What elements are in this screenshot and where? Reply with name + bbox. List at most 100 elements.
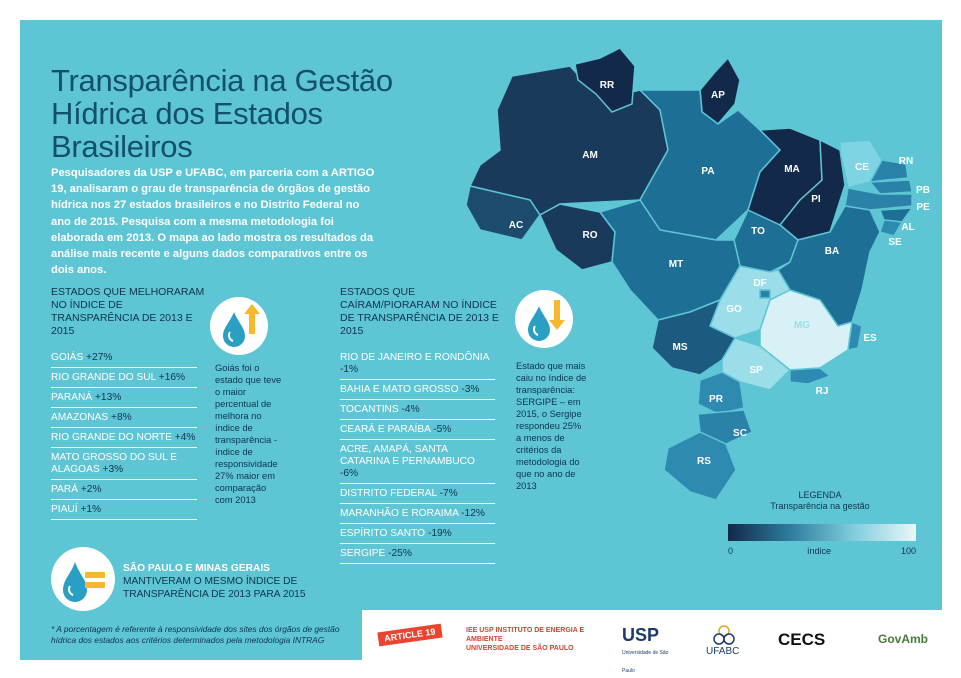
intro-text: Pesquisadores da USP e UFABC, em parceri… <box>51 167 375 277</box>
worsened-item-value: -6% <box>340 468 359 479</box>
improved-item-name: PIAUÍ <box>51 504 78 515</box>
water-drop-down-icon <box>528 300 565 341</box>
state-pr <box>697 371 745 415</box>
usp-mark: USP <box>622 625 660 645</box>
state-label-am: AM <box>582 150 598 161</box>
state-label-ba: BA <box>825 246 839 257</box>
state-label-al: AL <box>901 222 914 233</box>
legend-mid: índice <box>807 546 832 556</box>
water-drop-up-icon <box>223 304 260 347</box>
improved-item-value: +13% <box>92 392 122 403</box>
logo-bar <box>362 610 942 660</box>
improved-item: GOIÁS +27% <box>51 348 197 368</box>
state-sc <box>697 409 753 445</box>
worsened-item-name: BAHIA E MATO GROSSO <box>340 384 459 395</box>
improved-item-value: +16% <box>155 372 186 383</box>
worsened-item-name: SERGIPE <box>340 548 386 559</box>
worsened-item-name: ESPÍRITO SANTO <box>340 528 426 539</box>
legend: LEGENDA Transparência na gestão <box>740 490 900 512</box>
kept-description: MANTIVERAM O MESMO ÍNDICE DE TRANSPARÊNC… <box>123 576 306 600</box>
state-rn <box>868 159 909 183</box>
improved-item: MATO GROSSO DO SUL E ALAGOAS +3% <box>51 448 197 480</box>
iee-usp-logo: IEE USP INSTITUTO DE ENERGIA E AMBIENTE … <box>466 626 596 653</box>
state-label-rn: RN <box>899 156 913 167</box>
improved-item-name: MATO GROSSO DO SUL E ALAGOAS <box>51 452 178 475</box>
worsened-item-value: -5% <box>430 424 452 435</box>
state-label-pa: PA <box>701 166 714 177</box>
state-label-rr: RR <box>600 80 615 91</box>
footnote: * A porcentagem é referente à responsivi… <box>51 624 340 645</box>
title-line-1: Transparência na Gestão <box>51 63 393 98</box>
worsened-item: TOCANTINS -4% <box>340 400 495 420</box>
worsened-item-name: MARANHÃO E RORAIMA <box>340 508 459 519</box>
improved-heading: ESTADOS QUE MELHORARAM NO ÍNDICE DE TRAN… <box>51 286 205 337</box>
state-label-ma: MA <box>784 164 800 175</box>
iee-usp-mark: IEE USP <box>466 627 494 634</box>
state-label-to: TO <box>751 226 765 237</box>
state-label-rs: RS <box>697 456 711 467</box>
state-df <box>759 289 771 299</box>
improved-item-name: RIO GRANDE DO NORTE <box>51 432 172 443</box>
state-label-mg: MG <box>794 320 810 331</box>
improved-item-name: GOIÁS <box>51 352 84 363</box>
improved-item-value: +8% <box>108 412 132 423</box>
legend-subtitle: Transparência na gestão <box>770 501 870 511</box>
state-label-pr: PR <box>709 394 724 405</box>
worsened-item-name: CEARÁ E PARAÍBA <box>340 424 431 435</box>
title-line-2: Hídrica dos Estados Brasileiros <box>51 96 323 164</box>
worsened-item-value: -25% <box>385 548 412 559</box>
improved-item-value: +1% <box>77 504 102 515</box>
state-label-go: GO <box>726 304 742 315</box>
worsened-list: RIO DE JANEIRO E RONDÔNIA -1% BAHIA E MAT… <box>340 348 495 564</box>
worsened-item-name: RIO DE JANEIRO E RONDÔNIA <box>340 352 489 363</box>
usp-logo: USP Universidade de São Paulo <box>622 626 682 678</box>
ufabc-logo: UFABC <box>706 646 740 657</box>
worsened-heading: ESTADOS QUE CAÍRAM/PIORARAM NO ÍNDICE DE… <box>340 286 499 337</box>
worsened-item: MARANHÃO E RORAIMA -12% <box>340 504 495 524</box>
state-label-rj: RJ <box>816 386 829 397</box>
state-se <box>879 219 904 237</box>
worsened-item-value: -12% <box>458 508 485 519</box>
improved-item-name: PARANÁ <box>51 392 93 403</box>
water-drop-equal-icon <box>63 562 105 602</box>
worsened-item-name: DISTRITO FEDERAL <box>340 488 437 499</box>
improved-item-value: +3% <box>99 464 124 475</box>
page-title: Transparência na Gestão Hídrica dos Esta… <box>51 64 471 163</box>
worsened-item: DISTRITO FEDERAL -7% <box>340 484 495 504</box>
worsened-item: SERGIPE -25% <box>340 544 495 564</box>
state-label-sp: SP <box>749 365 763 376</box>
improved-item-name: RIO GRANDE DO SUL <box>51 372 156 383</box>
state-ac <box>465 185 541 241</box>
improved-item: PIAUÍ +1% <box>51 500 197 520</box>
worsened-item-value: -3% <box>458 384 480 395</box>
iee-usp-line1: INSTITUTO DE ENERGIA E AMBIENTE <box>466 627 585 643</box>
worsened-item: BAHIA E MATO GROSSO -3% <box>340 380 495 400</box>
ufabc-symbol-icon <box>713 625 735 645</box>
state-rs <box>663 431 737 501</box>
improved-item: RIO GRANDE DO SUL +16% <box>51 368 197 388</box>
improved-item: RIO GRANDE DO NORTE +4% <box>51 428 197 448</box>
improved-item: PARANÁ +13% <box>51 388 197 408</box>
state-label-se: SE <box>888 237 902 248</box>
state-pb <box>868 179 913 195</box>
state-label-ac: AC <box>509 220 523 231</box>
worsened-item-value: -7% <box>436 488 458 499</box>
worsened-item-value: -4% <box>398 404 420 415</box>
state-label-pb: PB <box>916 185 930 196</box>
improved-item: AMAZONAS +8% <box>51 408 197 428</box>
state-label-mt: MT <box>669 259 683 270</box>
state-label-sc: SC <box>733 428 747 439</box>
govamb-logo: GovAmb <box>878 632 929 646</box>
worsened-item: ACRE, AMAPÁ, SANTA CATARINA E PERNAMBUCO… <box>340 440 495 484</box>
improved-item-name: PARÁ <box>51 484 78 495</box>
worsened-item: ESPÍRITO SANTO -19% <box>340 524 495 544</box>
improved-list: GOIÁS +27% RIO GRANDE DO SUL +16% PARANÁ +… <box>51 348 197 520</box>
usp-caption: Universidade de São Paulo <box>622 650 669 674</box>
state-label-es: ES <box>863 333 877 344</box>
improved-item-value: +27% <box>83 352 113 363</box>
state-es <box>847 320 863 351</box>
iee-usp-line2: UNIVERSIDADE DE SÃO PAULO <box>466 645 574 652</box>
state-label-ms: MS <box>673 342 688 353</box>
state-label-df: DF <box>753 278 766 289</box>
